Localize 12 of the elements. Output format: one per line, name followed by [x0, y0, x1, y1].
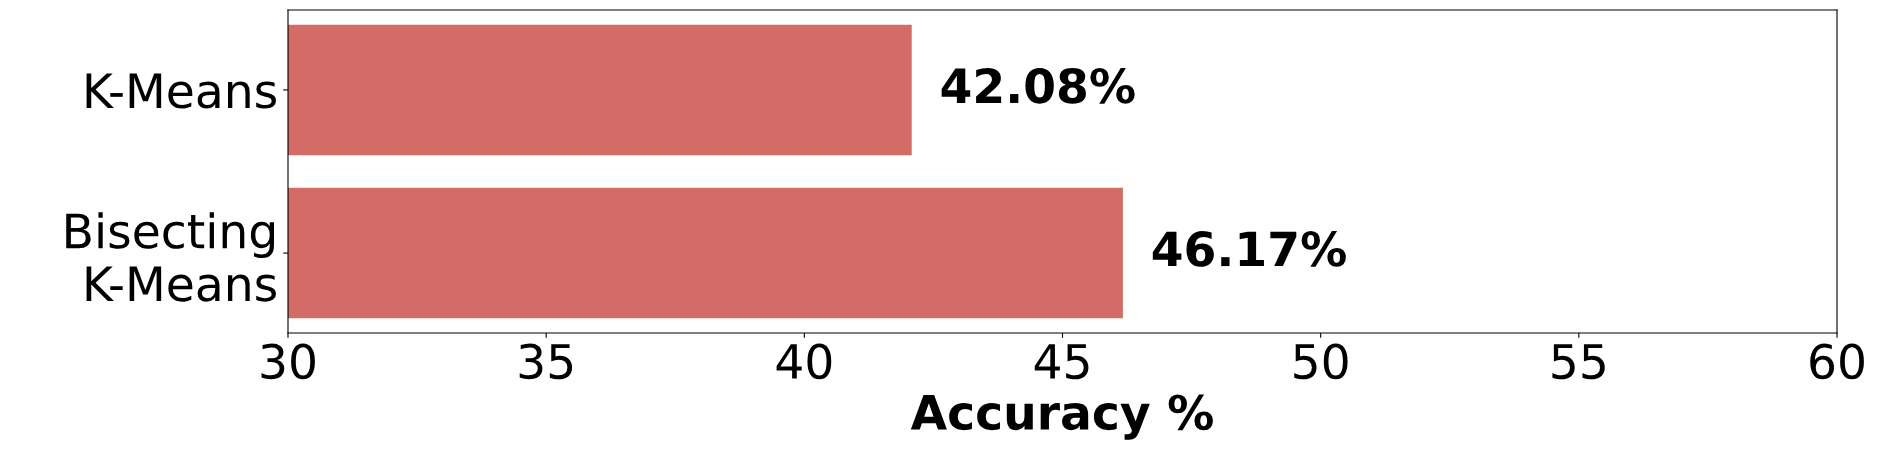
x-tick-label: 45 [1034, 344, 1089, 380]
x-tick-label: 30 [261, 343, 315, 380]
x-tick-label: 40 [776, 343, 832, 380]
x-tick-label: 60 [1810, 343, 1864, 380]
x-axis-title: Accuracy % [910, 394, 1213, 440]
x-tick-label: 35 [519, 343, 573, 380]
y-tick-label: Bisecting K-Means [66, 212, 276, 302]
data-label: 46.17% [1152, 231, 1346, 267]
data-label: 42.08% [941, 67, 1135, 104]
x-tick-label: 55 [1552, 344, 1605, 380]
y-tick-label: K-Means [86, 73, 276, 109]
x-tick-label: 50 [1294, 343, 1348, 380]
